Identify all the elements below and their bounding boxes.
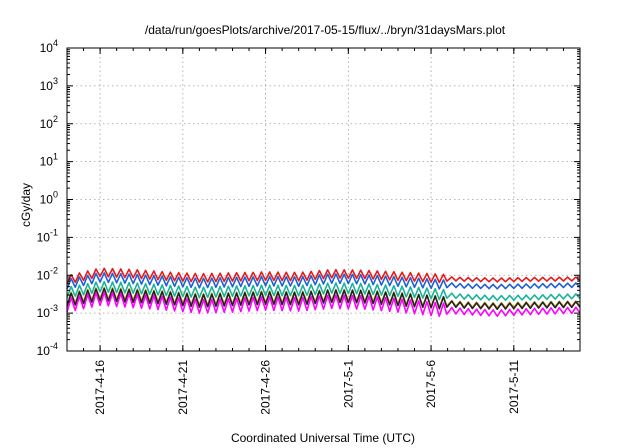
x-tick-label: 2017-5-1 — [341, 360, 355, 408]
y-tick-label: 10-2 — [37, 265, 58, 282]
y-axis-label: cGy/day — [19, 183, 33, 227]
x-axis-label: Coordinated Universal Time (UTC) — [231, 431, 415, 445]
series-line — [66, 267, 581, 285]
y-tick-label: 103 — [40, 76, 58, 93]
x-tick-label: 2017-4-16 — [93, 360, 107, 415]
y-tick-label: 10-3 — [37, 303, 58, 320]
x-tick-label: 2017-5-6 — [424, 360, 438, 408]
x-tick-label: 2017-4-21 — [176, 360, 190, 415]
y-tick-label: 10-1 — [37, 227, 58, 244]
chart-title: /data/run/goesPlots/archive/2017-05-15/f… — [145, 23, 506, 37]
y-tick-label: 102 — [40, 114, 58, 131]
series-line — [66, 291, 581, 317]
series-line — [66, 280, 581, 302]
y-tick-label: 101 — [40, 152, 58, 169]
y-tick-label: 100 — [40, 190, 58, 207]
series-line — [66, 287, 581, 311]
y-tick-label: 10-4 — [37, 341, 58, 358]
x-tick-label: 2017-5-11 — [507, 360, 521, 414]
x-axis: 2017-4-16 2017-4-21 2017-4-26 2017-5-1 2017-… — [66, 48, 581, 415]
series-group — [66, 267, 581, 317]
x-tick-label: 2017-4-26 — [259, 360, 273, 415]
series-line — [66, 272, 581, 290]
y-tick-label: 104 — [40, 38, 58, 55]
y-axis: 10-4 10-3 10-2 10-1 100 101 102 103 104 — [37, 38, 580, 358]
